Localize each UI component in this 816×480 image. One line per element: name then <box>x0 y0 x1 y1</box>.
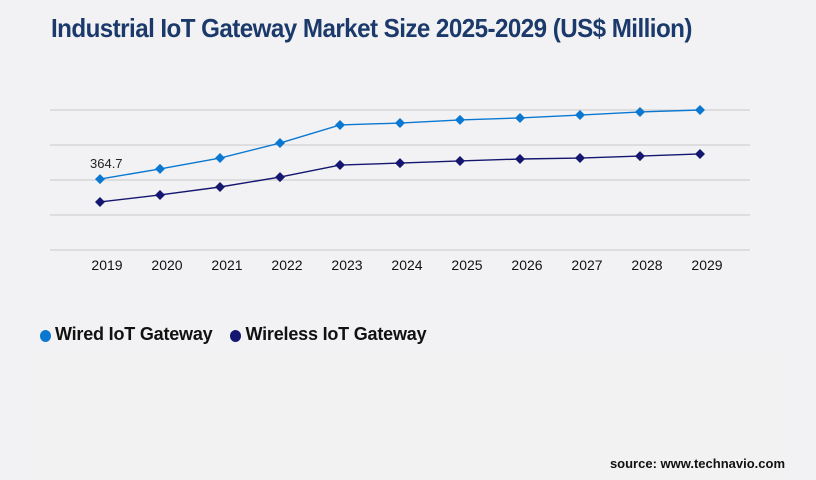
data-point-marker <box>215 182 225 192</box>
data-point-marker <box>95 174 105 185</box>
data-point-marker <box>455 155 465 166</box>
legend-marker-wireless <box>230 330 242 342</box>
series-markers <box>95 105 705 207</box>
x-tick-label: 2023 <box>331 257 362 273</box>
data-point-marker <box>155 189 165 200</box>
x-tick-label: 2019 <box>91 257 122 273</box>
x-tick-label: 2024 <box>391 257 422 273</box>
data-point-marker <box>635 106 645 117</box>
data-point-marker <box>275 138 285 149</box>
data-point-marker <box>635 151 645 162</box>
legend-label-wireless: Wireless IoT Gateway <box>245 323 427 344</box>
data-point-marker <box>455 114 465 125</box>
data-point-marker <box>95 196 105 207</box>
x-tick-label: 2027 <box>571 257 602 273</box>
data-point-marker <box>395 118 405 129</box>
data-point-marker <box>335 160 345 171</box>
data-point-marker <box>695 148 705 159</box>
x-tick-label: 2021 <box>211 257 242 273</box>
data-point-marker <box>695 105 705 115</box>
data-label: 364.7 <box>90 156 123 171</box>
source-credit: source: www.technavio.com <box>609 456 785 471</box>
data-point-marker <box>575 153 585 164</box>
legend-item-wired: Wired IoT Gateway <box>40 323 213 345</box>
x-tick-label: 2029 <box>691 257 722 273</box>
background-panel <box>32 355 788 480</box>
data-point-marker <box>395 158 405 169</box>
legend-label-wired: Wired IoT Gateway <box>55 323 213 344</box>
data-point-marker <box>275 172 285 183</box>
x-tick-label: 2026 <box>511 257 542 273</box>
data-point-marker <box>155 163 165 174</box>
gridlines <box>50 109 750 251</box>
x-tick-label: 2028 <box>631 257 662 273</box>
x-tick-label: 2025 <box>451 257 482 273</box>
data-point-marker <box>215 153 225 164</box>
chart-title: Industrial IoT Gateway Market Size 2025-… <box>51 13 692 43</box>
data-point-marker <box>515 112 525 123</box>
x-axis-tick-labels: 2019 2020 2021 2022 2023 2024 2025 2026 2027 2028… <box>91 257 722 273</box>
data-point-marker <box>335 119 345 130</box>
legend: Wired IoT Gateway Wireless IoT Gateway <box>40 322 427 346</box>
legend-item-wireless: Wireless IoT Gateway <box>230 323 427 345</box>
data-labels: 364.7 <box>90 156 123 171</box>
legend-marker-wired <box>40 330 51 342</box>
x-tick-label: 2020 <box>151 257 182 273</box>
data-point-marker <box>575 110 585 121</box>
data-point-marker <box>515 154 525 164</box>
x-tick-label: 2022 <box>271 257 302 273</box>
